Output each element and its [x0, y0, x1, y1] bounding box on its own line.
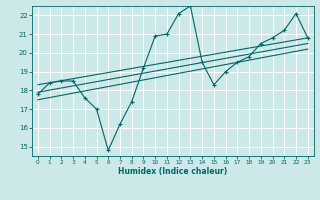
X-axis label: Humidex (Indice chaleur): Humidex (Indice chaleur) — [118, 167, 228, 176]
